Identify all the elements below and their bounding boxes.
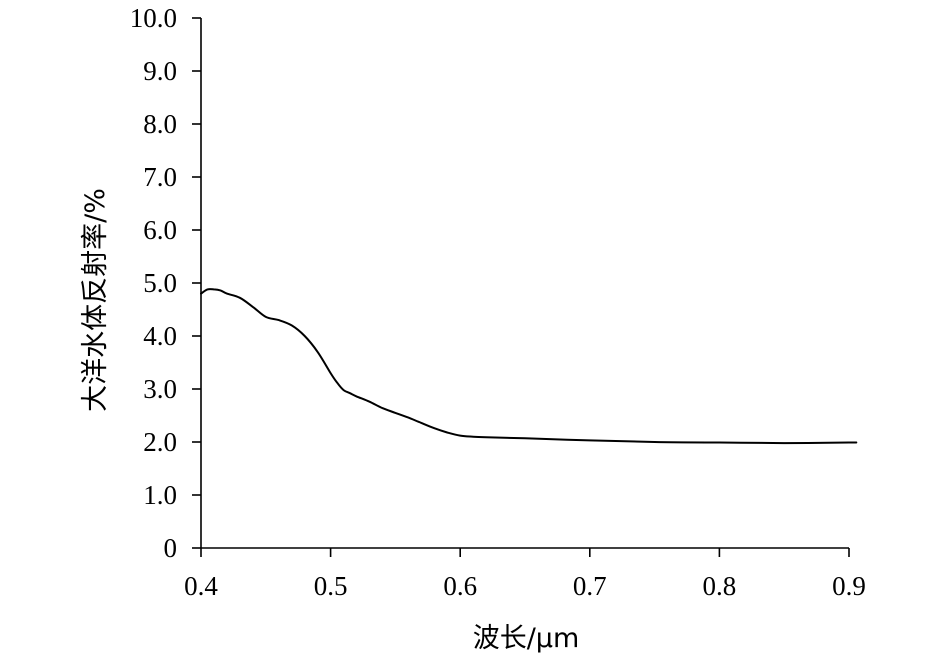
x-ticks: 0.4 0.5 0.6 0.7 0.8 0.9 (184, 548, 866, 601)
y-ticks: 0 1.0 2.0 3.0 4.0 5.0 6.0 7.0 8.0 9.0 10.0 (130, 3, 201, 563)
x-tick-label: 0.5 (314, 571, 348, 601)
x-tick-label: 0.6 (443, 571, 477, 601)
axes (200, 18, 849, 549)
x-tick-label: 0.7 (573, 571, 607, 601)
x-tick-label: 0.8 (703, 571, 737, 601)
y-tick-label: 1.0 (143, 480, 177, 510)
series-group (200, 288, 858, 445)
y-tick-label: 10.0 (130, 3, 177, 33)
y-tick-label: 7.0 (143, 162, 177, 192)
y-tick-label: 4.0 (143, 321, 177, 351)
x-tick-label: 0.9 (832, 571, 866, 601)
y-tick-label: 6.0 (143, 215, 177, 245)
x-tick-label: 0.4 (184, 571, 218, 601)
y-tick-label: 3.0 (143, 374, 177, 404)
y-tick-label: 9.0 (143, 56, 177, 86)
y-tick-label: 0 (164, 533, 178, 563)
y-axis-title: 大洋水体反射率/% (80, 188, 111, 412)
reflectance-series-line (200, 288, 858, 445)
y-tick-label: 2.0 (143, 427, 177, 457)
y-tick-label: 8.0 (143, 109, 177, 139)
x-axis-title: 波长/μm (473, 623, 580, 654)
y-tick-label: 5.0 (143, 268, 177, 298)
